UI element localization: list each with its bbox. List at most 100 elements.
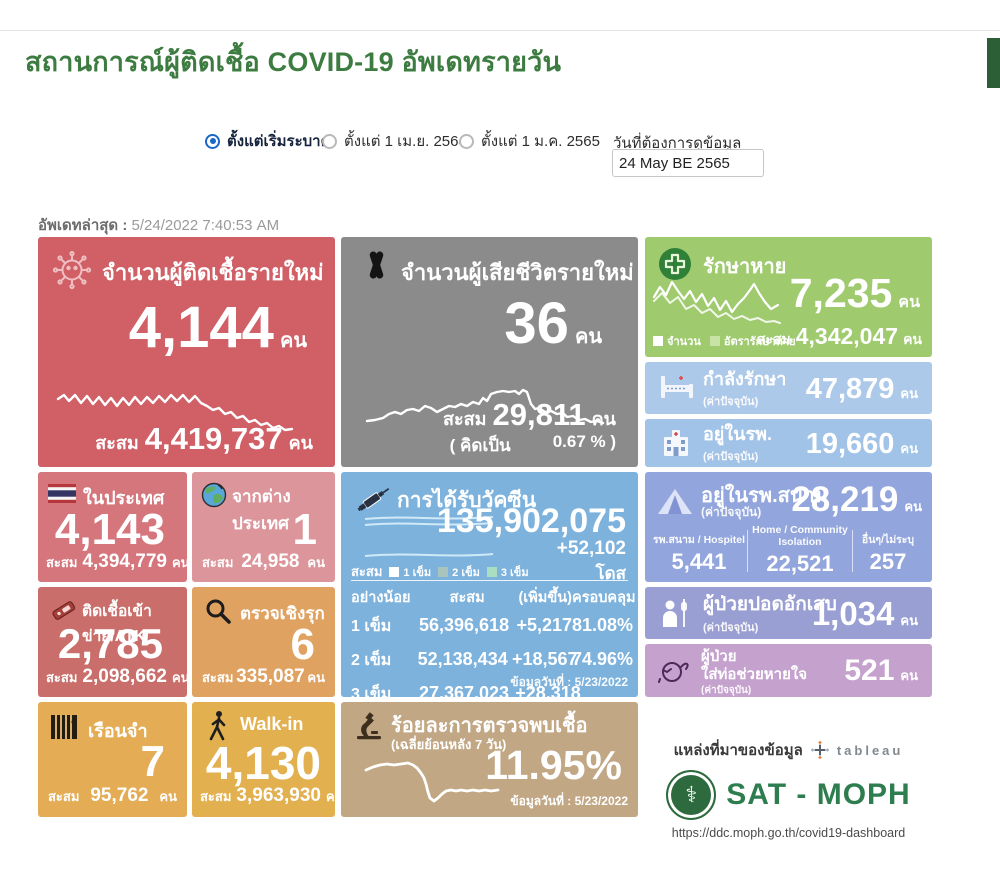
last-updated-value: 5/24/2022 7:40:53 AM — [131, 217, 280, 234]
new-cases-value: 4,144 — [128, 295, 274, 360]
radio-unselected-icon[interactable] — [322, 133, 337, 149]
moph-logo-row: ⚕ SAT - MOPH — [645, 770, 932, 820]
walkin-value: 4,130 — [205, 737, 321, 789]
deaths-value: 36 — [504, 291, 569, 356]
filter-since-outbreak[interactable]: ตั้งแต่เริ่มระบาด — [205, 132, 330, 150]
new-cases-cum: สะสม 4,419,737 คน — [95, 421, 313, 457]
vaccine-legend-dose3: 3 เข็ม — [486, 563, 529, 581]
dose3-row-label: 3 เข็ม — [351, 686, 392, 697]
breakdown-divider — [852, 530, 853, 572]
filter-since-apr-2564[interactable]: ตั้งแต่ 1 เม.ย. 2564 — [322, 132, 467, 150]
breakdown-hospitel: รพ.สนาม / Hospitel 5,441 — [651, 524, 747, 577]
breakdown-home-isolation-value: 22,521 — [766, 551, 834, 577]
vaccine-divider — [351, 580, 628, 581]
recovered-value-group: 7,235 คน — [790, 273, 920, 315]
radio-selected-icon[interactable] — [205, 133, 220, 149]
atk-cum-unit: คน — [171, 670, 187, 685]
source-url[interactable]: https://ddc.moph.go.th/covid19-dashboard — [671, 826, 906, 840]
card-treating: กำลังรักษา (ค่าปัจจุบัน) 47,879 คน — [645, 362, 932, 414]
dose3-label: 3 เข็ม — [500, 566, 529, 579]
card-domestic: ในประเทศ 4,143 สะสม 4,394,779 คน — [38, 472, 187, 582]
prison-cum-value: 95,762 — [90, 785, 149, 806]
atk-value: 2,785 — [57, 620, 163, 667]
breakdown-divider — [747, 530, 748, 572]
dose3-swatch — [486, 566, 497, 577]
proactive-cum-value: 335,087 — [236, 666, 305, 687]
field-hospital-unit: คน — [904, 499, 922, 514]
card-recovered: รักษาหาย 7,235 คน จำนวน อัตรารักษาหาย สะ… — [645, 237, 932, 357]
tableau-wordmark: tableau — [836, 742, 904, 758]
atk-title: ติดเชื้อเข้าข่าย/ATK — [82, 603, 152, 645]
filter-since-jan-2565-label[interactable]: ตั้งแต่ 1 ม.ค. 2565 — [481, 133, 600, 150]
field-hospital-value-group: 28,219 คน — [791, 482, 922, 517]
proactive-cum-label: สะสม — [202, 670, 234, 685]
proactive-cum: สะสม 335,087 คน — [202, 666, 325, 688]
field-hospital-subtitle: (ค่าปัจจุบัน) — [701, 505, 762, 519]
legend-rate: อัตรารักษาหาย — [709, 332, 796, 350]
domestic-cum-unit: คน — [171, 555, 187, 570]
deaths-cum: สะสม 29,811 คน — [443, 397, 616, 433]
tent-icon — [658, 489, 692, 514]
card-deaths: จำนวนผู้เสียชีวิตรายใหม่ 36 คน สะสม 29,8… — [341, 237, 638, 467]
in-hospital-title: อยู่ในรพ. — [703, 424, 772, 444]
source-block: แหล่งที่มาของข้อมูล tableau ⚕ SAT - MOPH… — [645, 738, 932, 840]
header-divider — [0, 30, 1000, 31]
abroad-cum-unit: คน — [307, 555, 325, 570]
vaccine-row-dose2: 2 เข็ม 52,138,434 +18,567 74.96% — [351, 648, 633, 673]
globe-icon — [201, 482, 227, 508]
new-cases-cum-label: สะสม — [95, 433, 139, 453]
card-atk: ติดเชื้อเข้าข่าย/ATK 2,785 สะสม 2,098,66… — [38, 587, 187, 697]
pneumonia-value-group: 1,034 คน — [812, 597, 918, 631]
vaccine-table: อย่างน้อย สะสม (เพิ่มขึ้น) ครอบคลุม 1 เข… — [351, 586, 636, 697]
new-cases-sparkline — [56, 393, 294, 432]
walkin-cum-value: 3,963,930 — [236, 785, 321, 806]
radio-unselected-icon[interactable] — [459, 133, 474, 149]
recovered-value: 7,235 — [789, 270, 893, 316]
abroad-title: จากต่างประเทศ — [232, 487, 291, 533]
page-title: สถานการณ์ผู้ติดเชื้อ COVID-19 อัพเดทรายว… — [25, 47, 562, 77]
ventilator-title-line2: ใส่ท่อช่วยหายใจ — [701, 666, 807, 683]
new-cases-cum-unit: คน — [288, 433, 313, 453]
filter-since-apr-2564-label[interactable]: ตั้งแต่ 1 เม.ย. 2564 — [344, 133, 467, 150]
dose2-swatch — [438, 566, 449, 577]
domestic-cum-label: สะสม — [46, 555, 78, 570]
deaths-unit: คน — [574, 326, 602, 348]
new-cases-value-group: 4,144 คน — [129, 299, 307, 357]
prison-cum: สะสม 95,762 คน — [48, 785, 177, 807]
card-new-cases: จำนวนผู้ติดเชื้อรายใหม่ 4,144 คน สะสม 4,… — [38, 237, 335, 467]
treating-value: 47,879 — [805, 373, 895, 405]
last-updated-label: อัพเดทล่าสุด : — [38, 217, 128, 234]
deaths-percent: ( คิดเป็น 0.67 % ) — [450, 432, 616, 459]
positivity-sparkline — [364, 761, 500, 803]
thailand-flag-icon — [48, 484, 76, 503]
dose1-label: 1 เข็ม — [403, 566, 432, 579]
card-pneumonia: ผู้ป่วยปอดอักเสบ (ค่าปัจจุบัน) 1,034 คน — [645, 587, 932, 639]
card-ventilator: ผู้ป่วย ใส่ท่อช่วยหายใจ (ค่าปัจจุบัน) 52… — [645, 644, 932, 697]
breakdown-other: อื่นๆ/ไม่ระบุ 257 — [853, 524, 923, 577]
recovered-title: รักษาหาย — [703, 256, 787, 278]
deaths-sparkline — [365, 388, 605, 425]
hospital-building-icon — [664, 430, 688, 456]
abroad-cum-value: 24,958 — [241, 551, 300, 572]
filter-since-jan-2565[interactable]: ตั้งแต่ 1 ม.ค. 2565 — [459, 132, 600, 150]
field-hospital-value: 28,219 — [791, 480, 899, 519]
col-increase: (เพิ่มขึ้น) — [518, 590, 572, 606]
filter-since-outbreak-label[interactable]: ตั้งแต่เริ่มระบาด — [227, 133, 331, 150]
hospital-bed-icon — [661, 376, 693, 398]
pneumonia-title: ผู้ป่วยปอดอักเสบ — [703, 594, 837, 615]
col-coverage: ครอบคลุม — [572, 590, 636, 606]
positivity-asof: ข้อมูลวันที่ : 5/23/2022 — [510, 794, 628, 808]
in-hospital-subtitle: (ค่าปัจจุบัน) — [703, 451, 759, 463]
pneumonia-value: 1,034 — [811, 595, 895, 632]
dose2-cum: 52,138,434 — [417, 649, 508, 669]
proactive-cum-unit: คน — [307, 670, 325, 685]
walkin-cum-label: สะสม — [200, 789, 232, 804]
date-picker-input[interactable] — [612, 149, 764, 177]
ventilator-unit: คน — [900, 668, 918, 683]
ventilator-value-group: 521 คน — [844, 656, 918, 686]
treating-unit: คน — [900, 386, 918, 401]
deaths-percent-label: ( คิดเป็น — [449, 436, 511, 455]
legend-rate-swatch — [709, 336, 720, 346]
new-cases-cum-value: 4,419,737 — [144, 421, 283, 456]
dose2-row-label: 2 เข็ม — [351, 652, 392, 669]
